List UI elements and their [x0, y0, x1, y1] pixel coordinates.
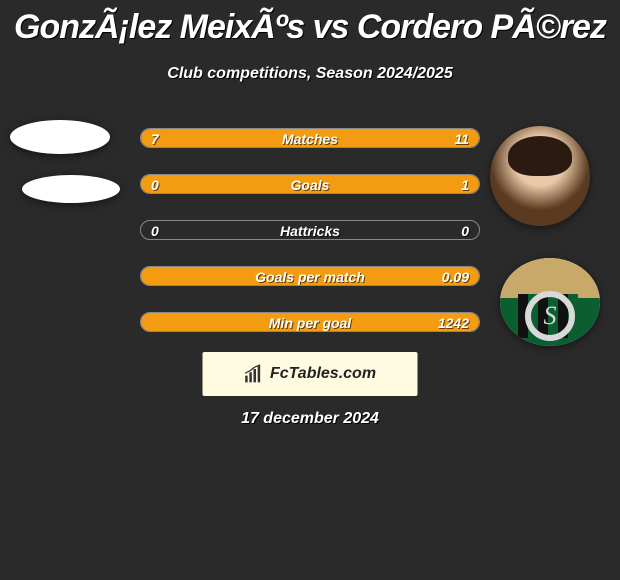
page-title: GonzÃ¡lez MeixÃºs vs Cordero PÃ©rez — [0, 0, 620, 47]
stat-row: Min per goal 1242 — [140, 312, 480, 332]
stat-row: 7 Matches 11 — [140, 128, 480, 148]
stat-fill-left — [141, 129, 272, 147]
stat-label: Goals per match — [255, 267, 365, 286]
stat-row: Goals per match 0.09 — [140, 266, 480, 286]
stats-block: 7 Matches 11 0 Goals 1 0 Hattricks 0 Goa… — [140, 128, 480, 358]
subtitle: Club competitions, Season 2024/2025 — [0, 65, 620, 83]
stat-value-left: 0 — [151, 221, 159, 240]
stat-value-left: 7 — [151, 129, 159, 148]
date-label: 17 december 2024 — [241, 410, 379, 428]
right-player-avatar — [490, 126, 590, 226]
stat-row: 0 Goals 1 — [140, 174, 480, 194]
stat-label: Hattricks — [280, 221, 340, 240]
stat-value-right: 0.09 — [442, 267, 469, 286]
barchart-icon — [244, 364, 264, 384]
stat-value-right: 1 — [461, 175, 469, 194]
left-player-avatar — [10, 120, 110, 154]
stat-value-left: 0 — [151, 175, 159, 194]
stat-value-right: 0 — [461, 221, 469, 240]
brand-text: FcTables.com — [270, 365, 376, 383]
stat-row: 0 Hattricks 0 — [140, 220, 480, 240]
left-club-crest — [22, 175, 120, 203]
right-club-crest: S — [500, 258, 600, 346]
stat-value-right: 1242 — [438, 313, 469, 332]
stat-label: Min per goal — [269, 313, 351, 332]
stat-value-right: 11 — [454, 129, 469, 148]
svg-text:S: S — [544, 301, 557, 330]
brand-badge: FcTables.com — [203, 352, 418, 396]
stat-label: Goals — [291, 175, 330, 194]
stat-label: Matches — [282, 129, 338, 148]
